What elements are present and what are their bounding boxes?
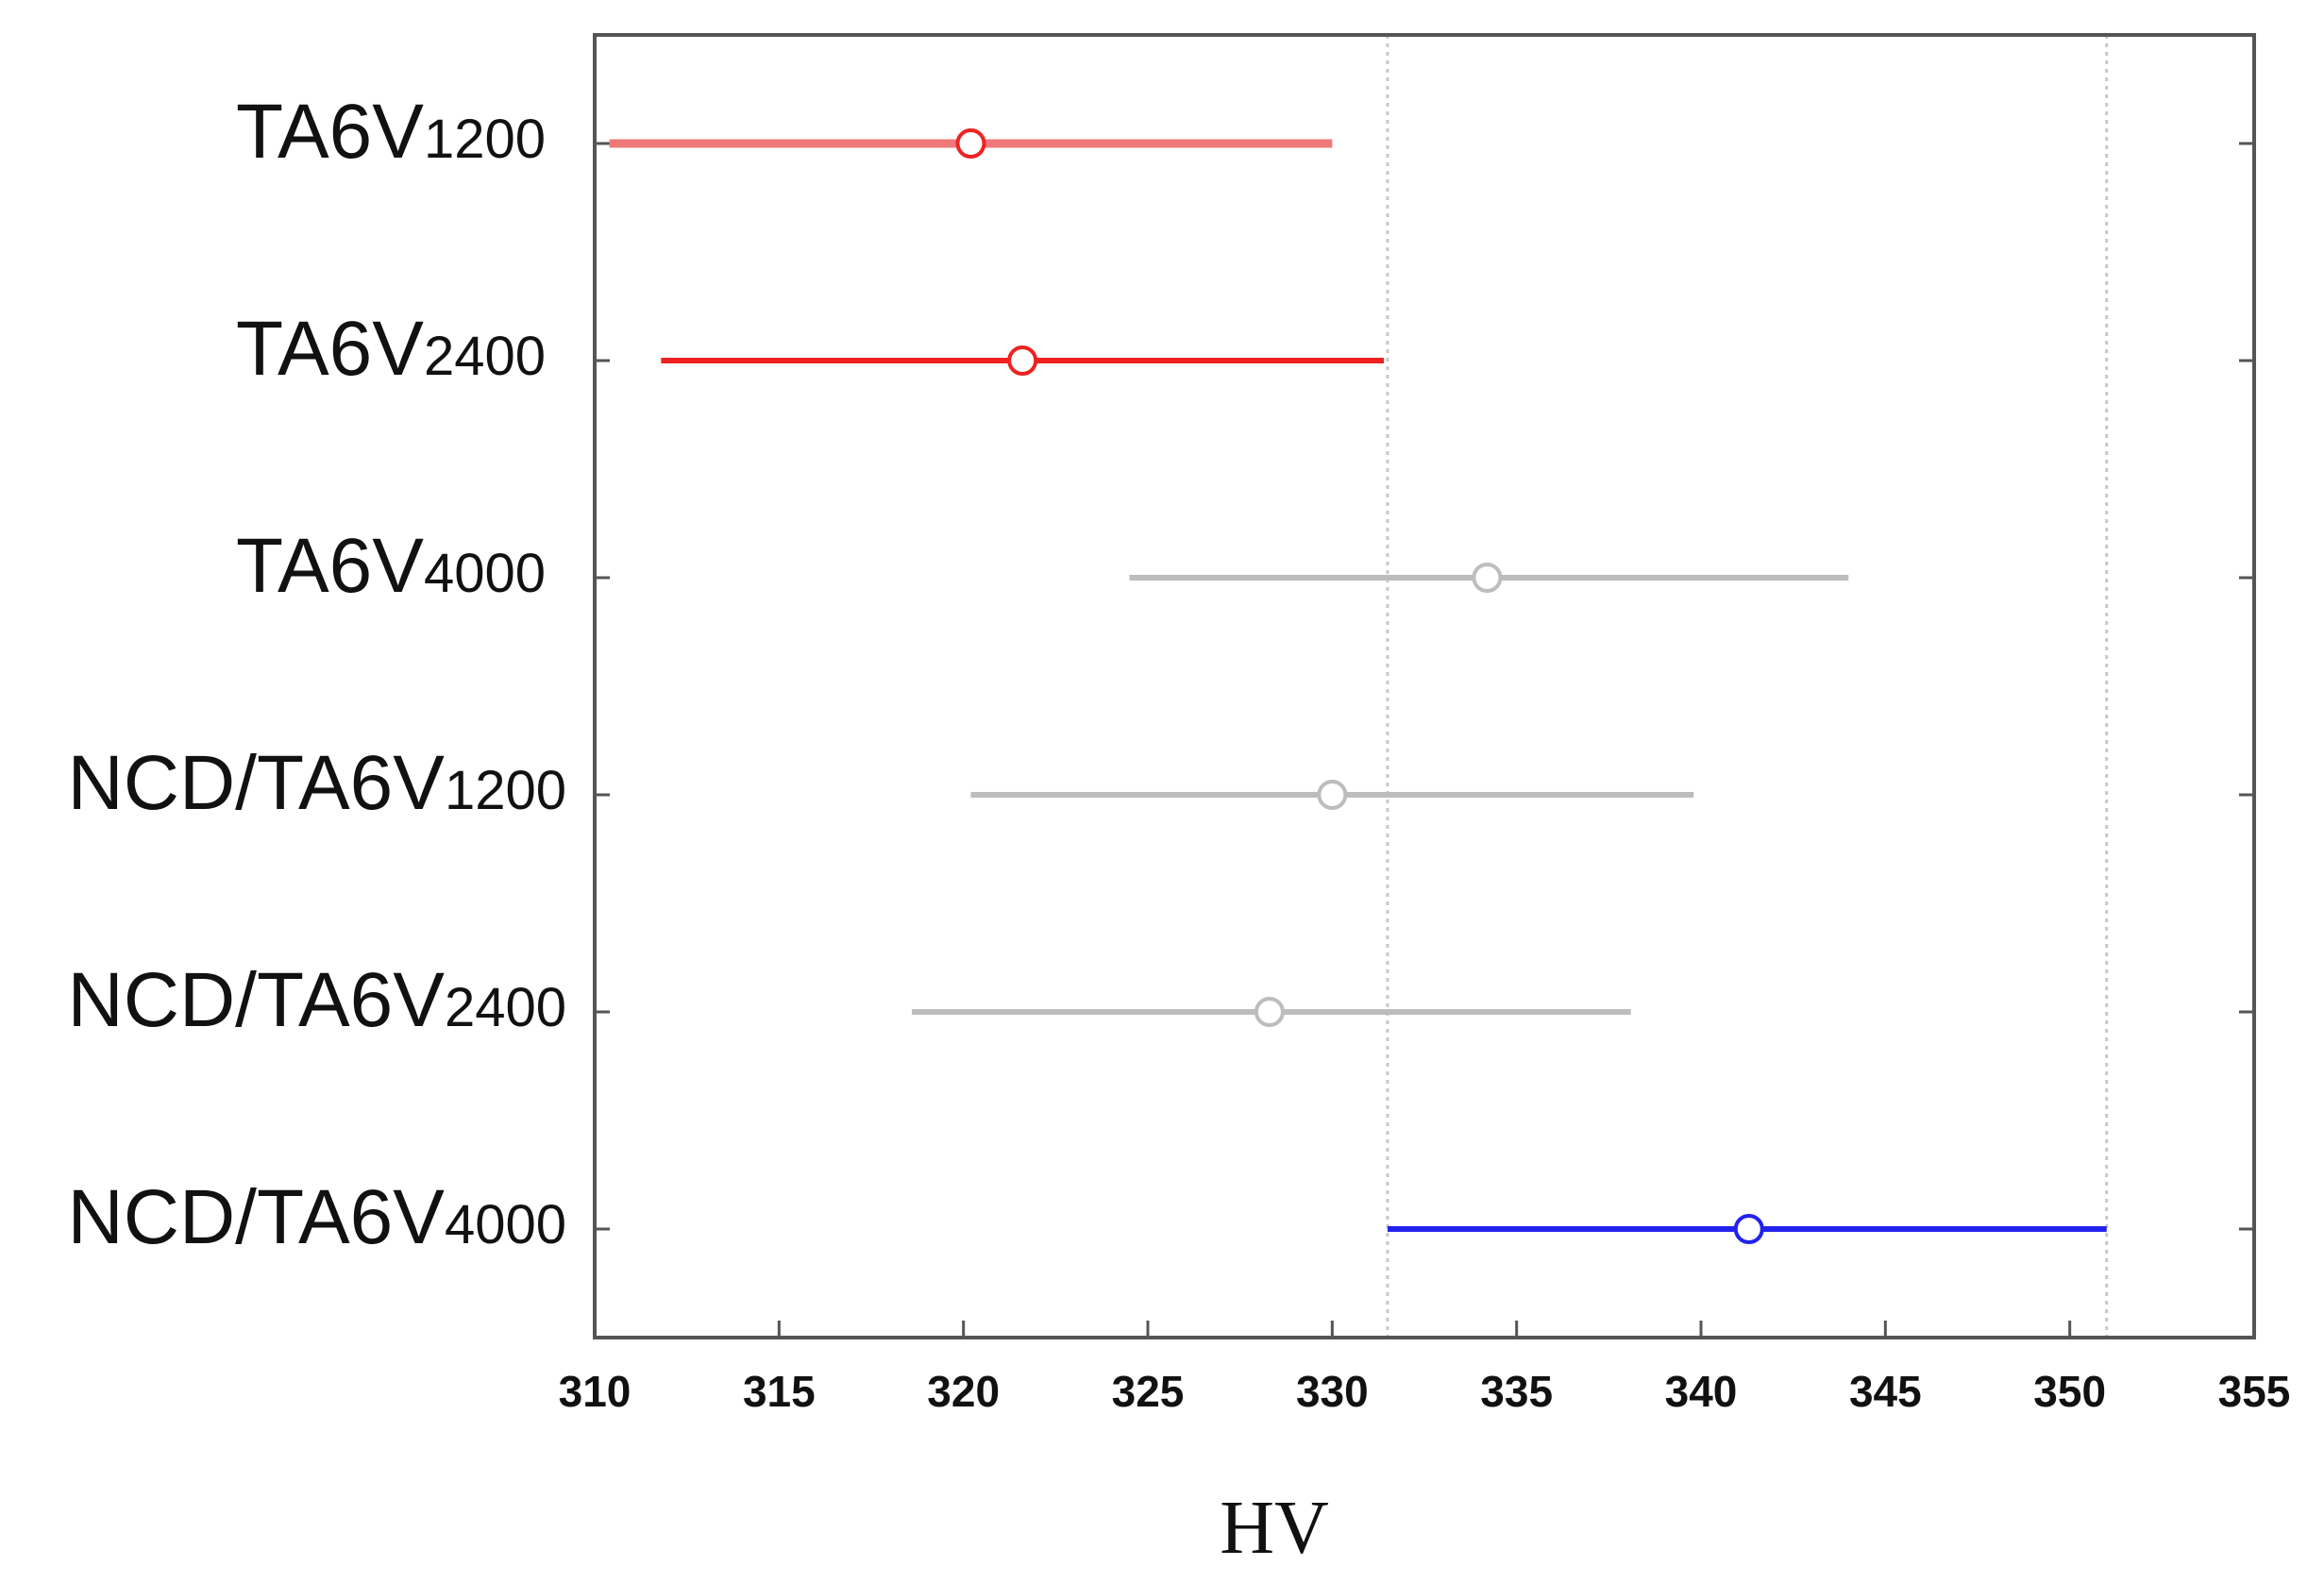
x-tick-label-5: 335 bbox=[1480, 1367, 1553, 1416]
x-tick-label-8: 350 bbox=[2033, 1367, 2106, 1416]
category-sub-3: 1200 bbox=[445, 760, 566, 821]
x-tick-label-4: 330 bbox=[1296, 1367, 1369, 1416]
mean-marker-5 bbox=[1733, 1214, 1764, 1244]
category-labels: TA6V1200TA6V2400TA6V4000NCD/TA6V1200NCD/… bbox=[68, 89, 566, 1260]
x-tick-label-7: 345 bbox=[1849, 1367, 1922, 1416]
category-sub-5: 4000 bbox=[445, 1194, 566, 1255]
x-tick-label-0: 310 bbox=[559, 1367, 632, 1416]
category-name-0: TA6V bbox=[236, 89, 424, 175]
category-sub-0: 1200 bbox=[424, 109, 546, 170]
category-name-4: NCD/TA6V bbox=[68, 957, 446, 1043]
category-sub-1: 2400 bbox=[424, 326, 546, 387]
category-label-2: TA6V4000 bbox=[236, 523, 546, 609]
mean-marker-2 bbox=[1472, 563, 1503, 593]
x-tick-label-3: 325 bbox=[1112, 1367, 1185, 1416]
intervals bbox=[609, 128, 2107, 1244]
category-label-5: NCD/TA6V4000 bbox=[68, 1174, 566, 1260]
x-axis-title: HV bbox=[1220, 1487, 1329, 1570]
x-ticks: 310 315 320 325 330 335 340 345 350 355 bbox=[559, 1321, 2291, 1416]
category-name-1: TA6V bbox=[236, 306, 424, 392]
x-tick-label-6: 340 bbox=[1665, 1367, 1738, 1416]
category-label-1: TA6V2400 bbox=[236, 306, 546, 392]
plot-frame bbox=[593, 33, 2256, 1339]
mean-marker-1 bbox=[1007, 345, 1038, 376]
x-tick-label-9: 355 bbox=[2218, 1367, 2291, 1416]
reference-lines bbox=[1386, 35, 2109, 1338]
mean-marker-4 bbox=[1254, 997, 1285, 1027]
category-sub-4: 2400 bbox=[445, 977, 566, 1038]
category-name-2: TA6V bbox=[236, 523, 424, 609]
y-ticks bbox=[595, 142, 2254, 1231]
mean-marker-3 bbox=[1317, 780, 1348, 810]
x-tick-label-1: 315 bbox=[743, 1367, 816, 1416]
category-label-0: TA6V1200 bbox=[236, 89, 546, 175]
category-label-4: NCD/TA6V2400 bbox=[68, 957, 566, 1043]
category-label-3: NCD/TA6V1200 bbox=[68, 740, 566, 826]
category-name-5: NCD/TA6V bbox=[68, 1174, 446, 1260]
mean-marker-0 bbox=[955, 128, 986, 159]
category-sub-2: 4000 bbox=[424, 543, 546, 604]
x-tick-label-2: 320 bbox=[927, 1367, 1000, 1416]
category-name-3: NCD/TA6V bbox=[68, 740, 446, 826]
